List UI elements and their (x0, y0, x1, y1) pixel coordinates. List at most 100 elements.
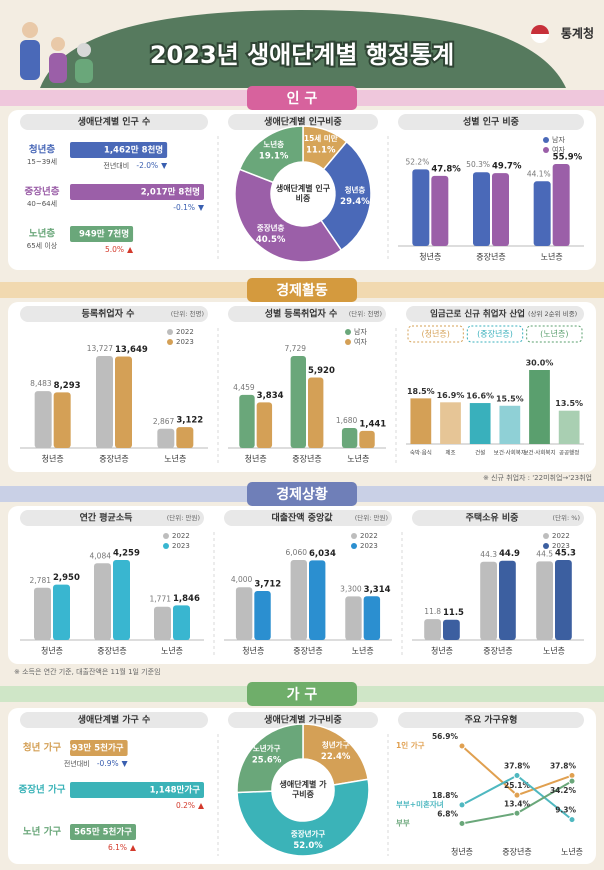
x-tick-label: 노년층 (543, 646, 565, 656)
x-tick-label: 중장년층 (97, 646, 126, 656)
bar (473, 172, 490, 246)
section-label-box (247, 482, 357, 506)
bar (70, 824, 137, 840)
change-arrow (130, 845, 137, 851)
value-label: 4,084 (90, 551, 112, 560)
bar (492, 173, 509, 246)
value-label: 34.2% (550, 786, 577, 795)
legend-marker (163, 543, 169, 549)
value-label: 25.1% (504, 781, 531, 790)
value-label: 44.5 (536, 549, 553, 558)
series-label: 1인 가구 (396, 740, 425, 750)
chart-title: 임금근로 신규 취업자 산업 (430, 309, 525, 320)
value-label: 1,846 (173, 594, 200, 604)
section-title: 인 구 (287, 90, 318, 107)
category-label: 중장년 가구 (18, 784, 65, 796)
bar (70, 142, 168, 158)
chart-title-pill (20, 114, 208, 130)
unit-label: (단위: 만원) (167, 513, 200, 522)
bar (115, 356, 132, 448)
x-tick-label: 청년층 (42, 454, 64, 464)
page-title: 2023년 생애단계별 행정통계 (150, 41, 454, 69)
x-tick-label: 중장년층 (293, 646, 322, 656)
x-tick-label: 중장년층 (292, 454, 321, 464)
agency-emblem (531, 25, 549, 34)
bar (536, 561, 553, 640)
bar (34, 391, 52, 448)
agency-name: 통계청 (561, 26, 594, 41)
pie-slice (236, 778, 370, 857)
value-label: 493만 5천가구 (66, 743, 124, 754)
bar (431, 175, 449, 246)
value-label: 55.9% (553, 153, 583, 163)
bar (558, 410, 580, 444)
change-arrow (198, 205, 204, 211)
legend-marker (163, 533, 169, 539)
unit-label: (단위: 천명) (349, 309, 382, 318)
value-label: 3,314 (364, 585, 391, 595)
value-label: 1,148만가구 (150, 785, 201, 796)
section-label-box (247, 682, 357, 706)
change-arrow (121, 761, 128, 767)
slice-label: 노년층 (263, 139, 284, 149)
x-tick-label: 노년층 (561, 847, 583, 857)
unit-label: (단위: %) (553, 513, 580, 522)
bar (359, 430, 375, 448)
x-tick-label: 노년층 (164, 454, 186, 464)
legend-label: 남자 (354, 327, 367, 336)
change-arrow (127, 247, 134, 253)
value-label: 4,259 (113, 549, 140, 559)
section-title: 경제활동 (276, 282, 328, 299)
bar (533, 181, 551, 246)
x-tick-label: 보건·사회복지 (523, 449, 555, 457)
footnote: ※ 신규 취업자 : '22미취업→'23취업 (483, 473, 592, 482)
chart-title-pill (412, 510, 584, 526)
group-frame (466, 325, 524, 343)
group-label: (노년층) (540, 329, 568, 339)
bar (70, 184, 204, 200)
bar (96, 356, 113, 448)
value-label: 16.9% (437, 391, 465, 400)
x-tick-label: 중장년층 (502, 847, 531, 857)
legend-marker (543, 147, 549, 153)
group-label: (중장년층) (477, 329, 513, 339)
value-label: 2,950 (53, 573, 80, 583)
slice-value: 25.6% (252, 755, 282, 765)
value-label: 50.3% (466, 160, 490, 169)
legend-label: 2022 (176, 328, 194, 336)
chart-title-pill (228, 306, 386, 322)
pie-center (273, 164, 333, 224)
value-label: 949만 7천명 (79, 229, 129, 240)
bar (290, 356, 306, 448)
point (458, 819, 466, 827)
change-caption: 전년대비 (64, 759, 90, 768)
x-tick-label: 노년층 (161, 646, 183, 656)
header-dome (40, 10, 566, 88)
bar (239, 394, 255, 448)
value-label: 2,781 (30, 576, 52, 585)
series-label: 부부+미혼자녀 (396, 799, 444, 809)
value-label: 37.8% (504, 762, 531, 771)
bar (424, 619, 441, 640)
x-tick-label: 보건·사회복지 (494, 449, 526, 457)
legend-marker (345, 339, 351, 345)
slice-label: 중장년가구 (291, 828, 326, 838)
value-label: 3,712 (254, 579, 281, 589)
bar (410, 398, 432, 444)
value-label: 11.5 (443, 608, 464, 618)
section-label-box (247, 86, 357, 110)
x-tick-label: 건설 (475, 449, 485, 457)
point (458, 742, 466, 750)
value-label: 37.8% (550, 762, 577, 771)
chart-title: 생애단계별 인구비중 (264, 116, 342, 128)
x-tick-label: 중장년층 (483, 646, 512, 656)
change-label: 6.1% (108, 843, 127, 852)
section-label-box (247, 278, 357, 302)
point (458, 801, 466, 809)
unit-label: (단위: 만원) (355, 513, 388, 522)
x-tick-label: 중장년층 (476, 252, 505, 262)
legend-label: 여자 (552, 145, 565, 154)
slice-value: 22.4% (321, 752, 351, 762)
bar (341, 428, 358, 448)
bar (157, 428, 175, 448)
